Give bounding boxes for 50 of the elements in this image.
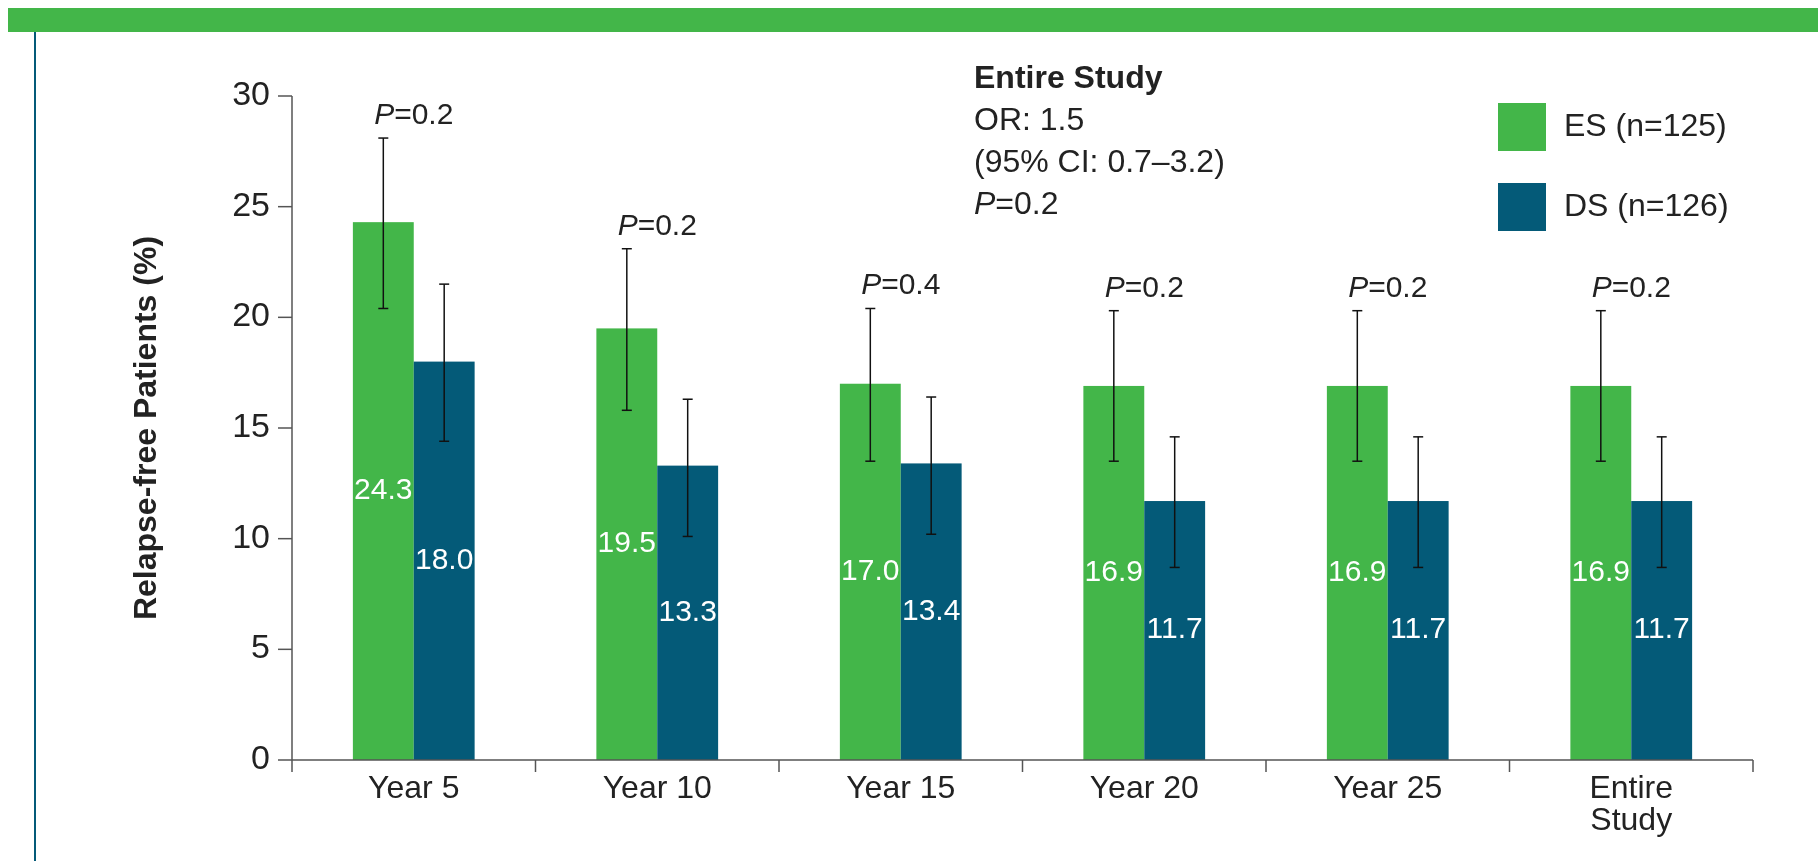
legend-label: DS (n=126) — [1564, 187, 1729, 224]
annotation: P=0.4 — [861, 267, 941, 301]
bar — [1631, 501, 1693, 760]
annotation: P=0.2 — [974, 185, 1059, 221]
x-tick-label: Year 5 — [368, 769, 460, 805]
bar — [1387, 501, 1449, 760]
data-label: 17.0 — [841, 552, 900, 586]
annotation: P=0.2 — [1348, 269, 1428, 303]
data-label: 13.4 — [901, 592, 961, 626]
data-label: 19.5 — [597, 525, 657, 559]
bar — [1570, 385, 1632, 760]
annotation: P=0.2 — [1104, 269, 1184, 303]
y-tick-label: 30 — [232, 73, 270, 112]
annotation: P=0.2 — [374, 97, 454, 131]
bar — [352, 222, 414, 760]
bar — [657, 465, 719, 760]
x-tick-label: Year 15 — [846, 769, 956, 805]
data-label: 16.9 — [1571, 553, 1631, 587]
bar — [900, 463, 962, 760]
y-tick-label: 15 — [232, 405, 270, 444]
y-tick-label: 0 — [251, 737, 270, 776]
annotation: (95% CI: 0.7–3.2) — [974, 143, 1225, 179]
bar — [839, 383, 901, 760]
y-tick-label: 25 — [232, 184, 270, 223]
data-label: 18.0 — [414, 541, 474, 575]
data-label: 24.3 — [354, 472, 413, 505]
annotation: OR: 1.5 — [974, 101, 1085, 137]
x-tick-label: Year 25 — [1333, 769, 1443, 805]
y-tick-label: 20 — [232, 295, 270, 334]
annotation: P=0.2 — [617, 207, 697, 241]
x-tick-label: Year 20 — [1089, 769, 1199, 805]
bar — [596, 328, 658, 760]
data-label: 13.3 — [658, 593, 717, 627]
legend-label: ES (n=125) — [1564, 107, 1727, 144]
data-label: 11.7 — [1390, 611, 1447, 645]
data-label: 16.9 — [1328, 553, 1387, 587]
y-axis-title: Relapse-free Patients (%) — [127, 235, 163, 621]
data-label: 16.9 — [1084, 553, 1144, 587]
bar — [1326, 385, 1388, 760]
annotation: P=0.2 — [1591, 269, 1671, 303]
x-tick-label: Entire Study — [1589, 769, 1674, 837]
text: Entire Study — [974, 59, 1163, 95]
data-label: 11.7 — [1146, 611, 1203, 645]
data-label: 11.7 — [1633, 611, 1690, 645]
x-tick-label: Year 10 — [602, 769, 712, 805]
y-tick-label: 10 — [232, 516, 270, 555]
bar — [1083, 385, 1145, 760]
y-tick-label: 5 — [251, 627, 270, 666]
bar — [413, 361, 475, 760]
bar — [1144, 501, 1206, 760]
